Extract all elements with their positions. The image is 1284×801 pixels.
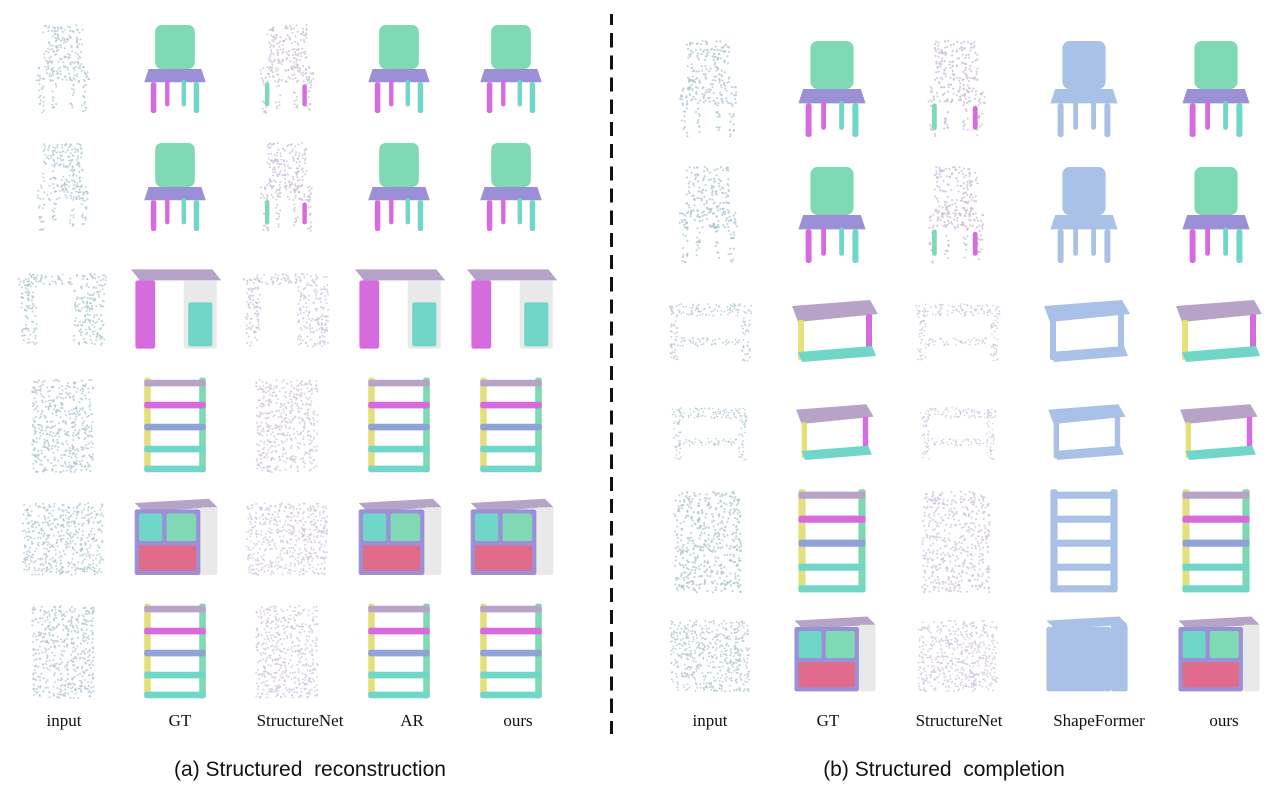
result-image-table — [772, 388, 896, 478]
column-label-structurenet: StructureNet — [915, 711, 1003, 730]
result-image-cabinet — [344, 486, 454, 592]
result-image-cabinet — [120, 486, 230, 592]
result-image-table — [896, 282, 1020, 382]
result-image-shelf — [344, 596, 454, 708]
result-image-chair — [1024, 150, 1144, 280]
result-image-cabinet — [648, 604, 772, 708]
result-image-shelf — [896, 482, 1016, 602]
result-image-shelf — [1024, 482, 1144, 602]
column-label-input: input — [692, 711, 728, 730]
result-image-chair — [8, 10, 118, 128]
result-image-desk — [456, 250, 566, 368]
panel-structured-completion: input GT StructureNet ShapeFormer ours (… — [624, 0, 1284, 801]
result-image-table — [1156, 388, 1280, 478]
result-image-table — [1024, 388, 1148, 478]
column-label-ar: AR — [400, 711, 424, 730]
result-image-table — [648, 282, 772, 382]
result-image-shelf — [1156, 482, 1276, 602]
result-image-chair — [344, 10, 454, 128]
result-image-cabinet — [772, 604, 896, 708]
column-label-structurenet: StructureNet — [256, 711, 344, 730]
result-image-cabinet — [1156, 604, 1280, 708]
result-image-shelf — [120, 370, 230, 482]
result-image-chair — [896, 150, 1016, 280]
result-image-chair — [648, 24, 768, 154]
result-image-chair — [8, 128, 118, 246]
caption-b: (b) Structured completion — [823, 758, 1065, 781]
column-label-gt: GT — [816, 711, 840, 730]
result-image-chair — [120, 10, 230, 128]
result-image-chair — [344, 128, 454, 246]
result-image-table — [772, 282, 896, 382]
caption-a: (a) Structured reconstruction — [174, 758, 446, 781]
result-image-chair — [648, 150, 768, 280]
result-image-desk — [232, 250, 342, 368]
column-label-ours: ours — [503, 711, 533, 730]
result-image-chair — [456, 128, 566, 246]
result-image-desk — [120, 250, 230, 368]
result-image-shelf — [8, 370, 118, 482]
column-label-ours: ours — [1209, 711, 1239, 730]
result-image-shelf — [8, 596, 118, 708]
column-label-shapeformer: ShapeFormer — [1053, 711, 1145, 730]
result-image-chair — [772, 150, 892, 280]
result-image-chair — [232, 10, 342, 128]
column-label-gt: GT — [168, 711, 192, 730]
result-image-shelf — [456, 596, 566, 708]
result-image-shelf — [232, 370, 342, 482]
result-image-table — [896, 388, 1020, 478]
result-image-chair — [1024, 24, 1144, 154]
result-image-shelf — [456, 370, 566, 482]
result-image-cabinet — [456, 486, 566, 592]
result-image-chair — [456, 10, 566, 128]
result-image-chair — [1156, 24, 1276, 154]
result-image-chair — [1156, 150, 1276, 280]
panel-structured-reconstruction: input GT StructureNet AR ours (a) Struct… — [0, 0, 604, 801]
result-image-shelf — [232, 596, 342, 708]
result-image-cabinet — [232, 486, 342, 592]
result-image-cabinet — [8, 486, 118, 592]
result-image-table — [1024, 282, 1148, 382]
result-image-shelf — [772, 482, 892, 602]
result-image-chair — [896, 24, 1016, 154]
result-image-chair — [120, 128, 230, 246]
result-image-table — [648, 388, 772, 478]
column-label-input: input — [46, 711, 82, 730]
result-image-table — [1156, 282, 1280, 382]
result-image-shelf — [120, 596, 230, 708]
result-image-chair — [232, 128, 342, 246]
result-image-shelf — [344, 370, 454, 482]
result-image-chair — [772, 24, 892, 154]
result-image-cabinet — [896, 604, 1020, 708]
result-image-shelf — [648, 482, 768, 602]
dashed-divider — [610, 14, 613, 734]
result-image-cabinet — [1024, 604, 1148, 708]
result-image-desk — [8, 250, 118, 368]
result-image-desk — [344, 250, 454, 368]
